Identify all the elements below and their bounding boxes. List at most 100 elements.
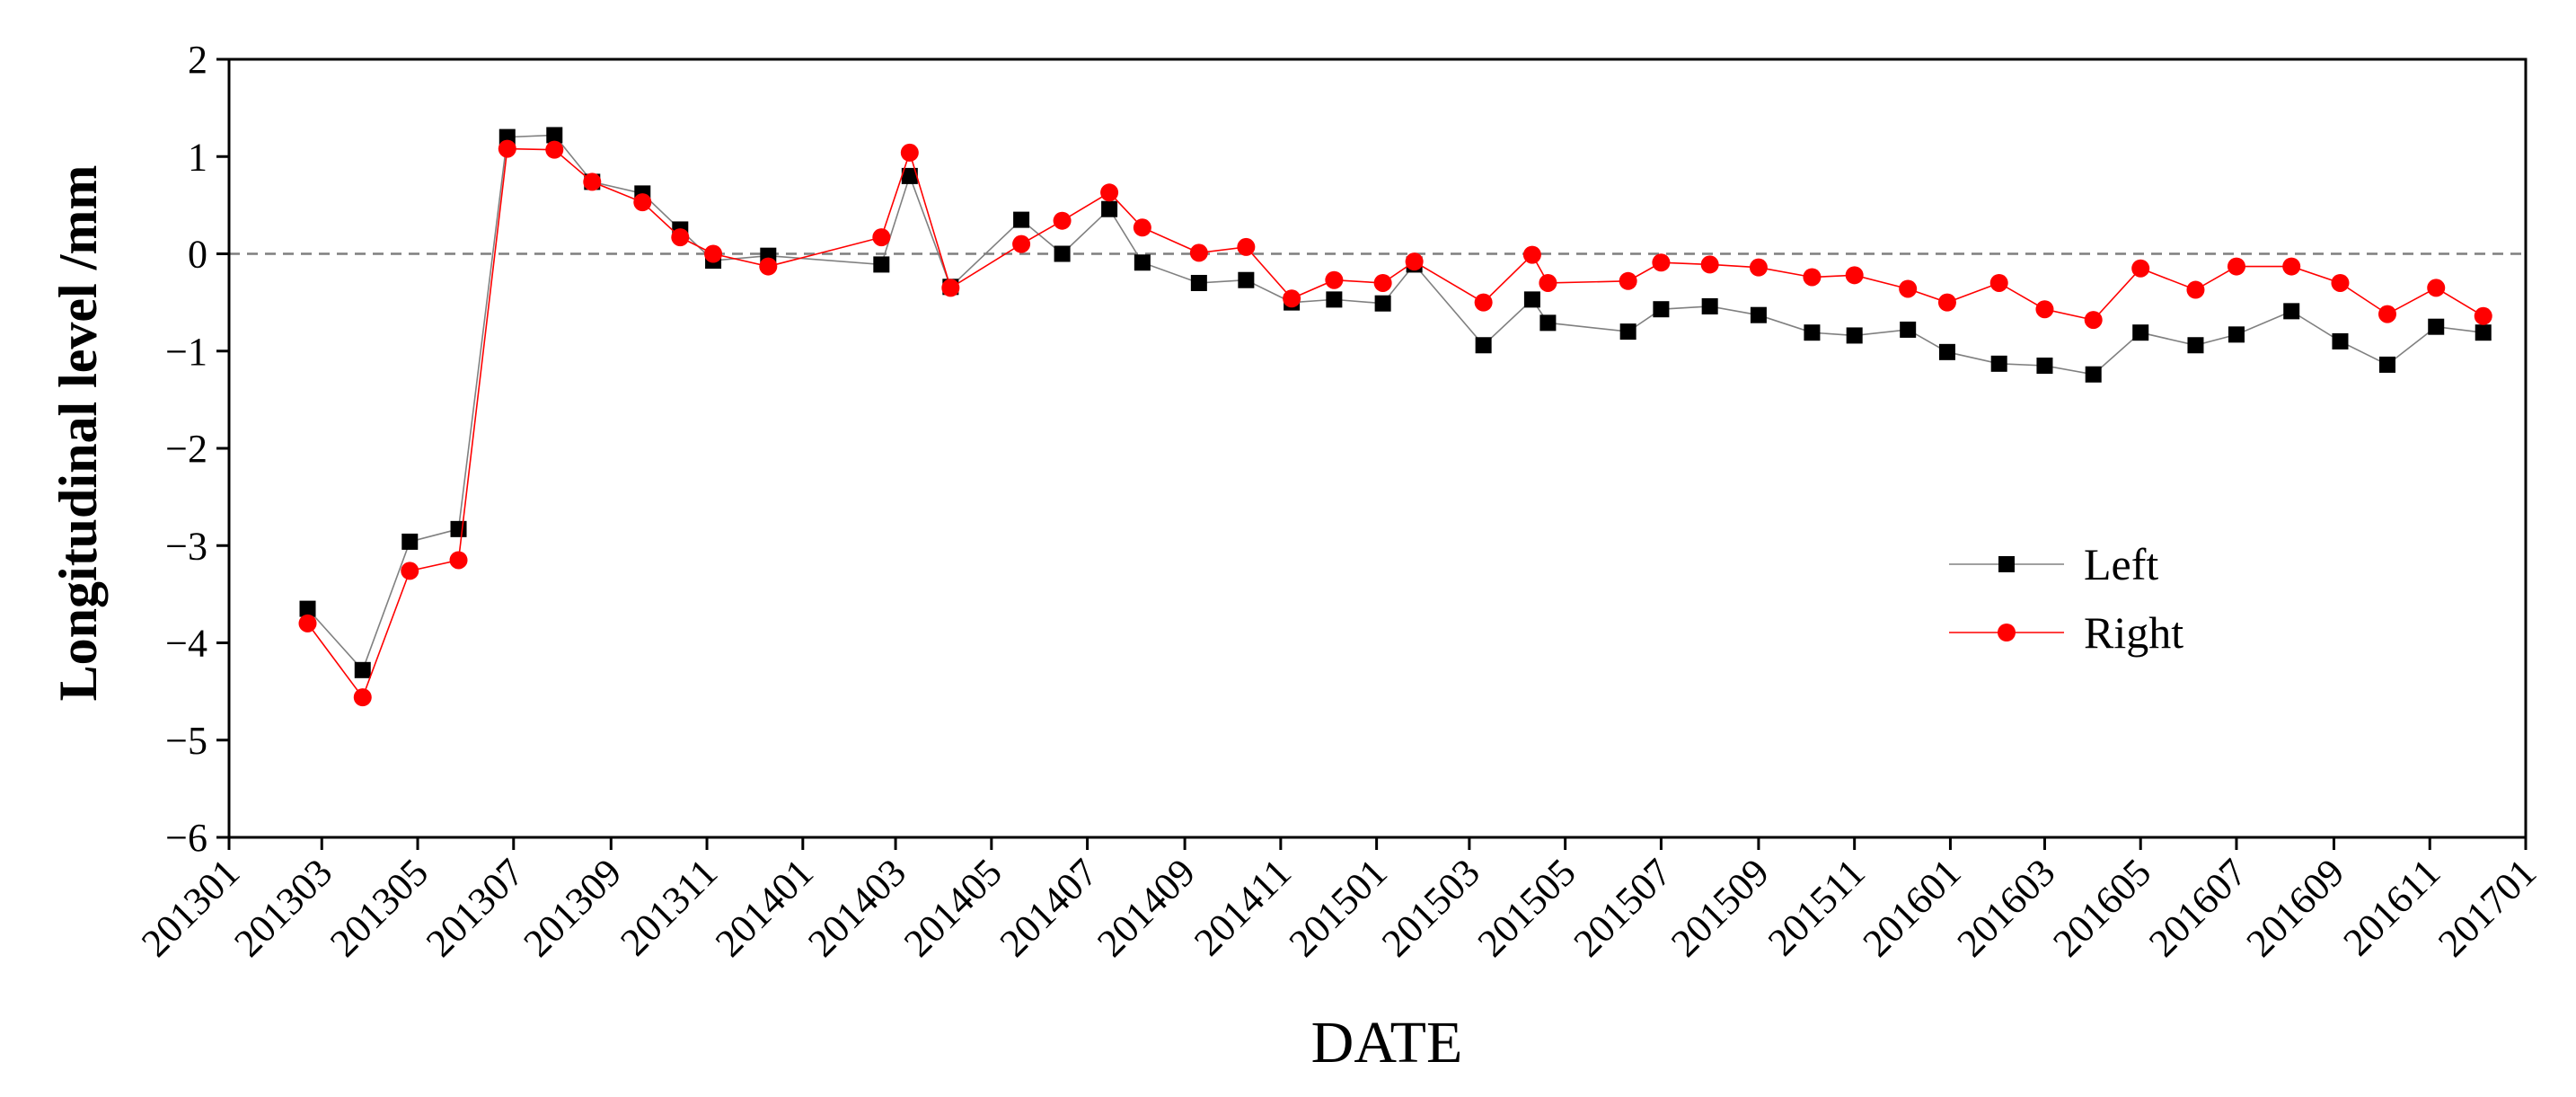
data-point-right — [2331, 273, 2350, 292]
data-point-left — [1701, 297, 1718, 314]
y-tick-label: −2 — [165, 427, 207, 471]
data-point-right — [1749, 258, 1768, 277]
data-point-right — [1373, 273, 1392, 292]
data-point-left — [1190, 274, 1207, 291]
x-tick-label: 201605 — [2044, 850, 2159, 965]
x-tick-label: 201301 — [133, 850, 248, 965]
data-point-left — [873, 256, 890, 273]
series-line-left — [306, 134, 2483, 672]
data-point-right — [1522, 245, 1541, 264]
x-tick-label: 201603 — [1949, 850, 2064, 965]
data-point-left — [1539, 314, 1557, 332]
data-point-left — [1653, 301, 1670, 318]
data-point-right — [1100, 183, 1119, 202]
y-tick-label: −1 — [165, 330, 207, 374]
x-tick-label: 201407 — [992, 850, 1107, 965]
data-point-right — [1237, 237, 1256, 256]
data-point-right — [583, 173, 602, 191]
data-point-left — [1326, 291, 1343, 308]
data-point-right — [759, 257, 778, 276]
data-point-right — [1012, 234, 1031, 253]
x-tick-label: 201403 — [799, 850, 914, 965]
data-point-left — [2036, 357, 2053, 374]
x-tick-label: 201509 — [1663, 850, 1778, 965]
data-point-right — [1989, 273, 2008, 292]
data-point-right — [298, 614, 317, 633]
data-point-left — [1750, 306, 1767, 323]
data-point-right — [2378, 305, 2396, 323]
plot-frame — [227, 58, 2527, 839]
data-point-left — [2132, 324, 2149, 341]
data-point-left — [1523, 291, 1540, 308]
x-tick-label: 201505 — [1469, 850, 1584, 965]
data-point-left — [450, 520, 467, 537]
series-line-right — [306, 147, 2484, 699]
data-point-left — [2428, 318, 2445, 335]
data-point-right — [2035, 300, 2054, 319]
y-tick-label: −4 — [165, 622, 207, 666]
y-tick-label: −5 — [165, 719, 207, 763]
data-point-right — [1539, 273, 1557, 292]
x-tick-label: 201511 — [1760, 850, 1874, 964]
data-point-right — [1899, 279, 1918, 298]
data-point-right — [900, 143, 919, 162]
data-point-right — [633, 193, 652, 212]
data-point-left — [1475, 337, 1492, 354]
x-tick-label: 201411 — [1186, 850, 1300, 964]
data-point-left — [2378, 356, 2395, 373]
data-point-left — [1134, 254, 1151, 271]
data-point-right — [498, 139, 516, 158]
x-tick-label: 201611 — [2334, 850, 2448, 964]
data-point-right — [1189, 243, 1208, 262]
x-tick-label: 201701 — [2430, 850, 2545, 965]
data-point-right — [449, 551, 468, 570]
x-tick-label: 201405 — [895, 850, 1010, 965]
data-point-left — [1054, 245, 1071, 262]
legend-marker — [1998, 624, 2016, 641]
x-tick-label: 201307 — [418, 850, 533, 965]
legend-label: Right — [2084, 607, 2183, 658]
data-point-right — [2282, 257, 2301, 276]
data-point-right — [2474, 306, 2492, 325]
y-tick-label: −6 — [165, 816, 207, 860]
data-point-right — [1474, 293, 1493, 312]
data-point-right — [2427, 279, 2446, 297]
data-point-left — [299, 600, 316, 617]
series-left — [299, 127, 2492, 678]
x-tick-label: 201311 — [612, 850, 726, 964]
data-point-left — [2475, 324, 2492, 341]
data-point-left — [1619, 323, 1636, 341]
data-point-right — [1133, 218, 1151, 237]
data-point-left — [2187, 337, 2204, 354]
y-tick-label: 2 — [188, 38, 207, 82]
data-point-right — [545, 140, 564, 159]
data-point-right — [2227, 257, 2245, 276]
x-tick-label: 201401 — [707, 850, 822, 965]
data-point-left — [1013, 211, 1030, 228]
data-point-left — [1101, 200, 1118, 217]
data-point-right — [1700, 255, 1719, 274]
y-tick-label: 0 — [188, 233, 207, 277]
data-point-right — [1619, 271, 1637, 290]
data-point-right — [704, 244, 723, 263]
data-point-right — [1845, 266, 1864, 285]
data-point-right — [1937, 293, 1956, 312]
data-point-left — [2228, 326, 2245, 343]
series-right — [298, 139, 2492, 707]
data-point-left — [1900, 321, 1917, 338]
y-tick-label: 1 — [188, 135, 207, 179]
data-point-right — [2084, 311, 2103, 330]
y-axis: 2 1 0 −1 −2 −3 −4 −5 −6 — [165, 38, 229, 860]
y-axis-title: Longitudinal level /mm — [49, 165, 108, 702]
data-point-right — [671, 228, 690, 247]
data-point-right — [1652, 253, 1671, 272]
legend-marker — [1998, 556, 2015, 572]
x-tick-label: 201503 — [1373, 850, 1488, 965]
y-tick-label: −3 — [165, 524, 207, 568]
data-point-right — [1325, 270, 1344, 289]
legend-label: Left — [2084, 539, 2158, 589]
x-axis: 2013012013032013052013072013092013112014… — [133, 837, 2545, 965]
data-point-right — [353, 688, 372, 707]
data-point-right — [2131, 259, 2150, 278]
